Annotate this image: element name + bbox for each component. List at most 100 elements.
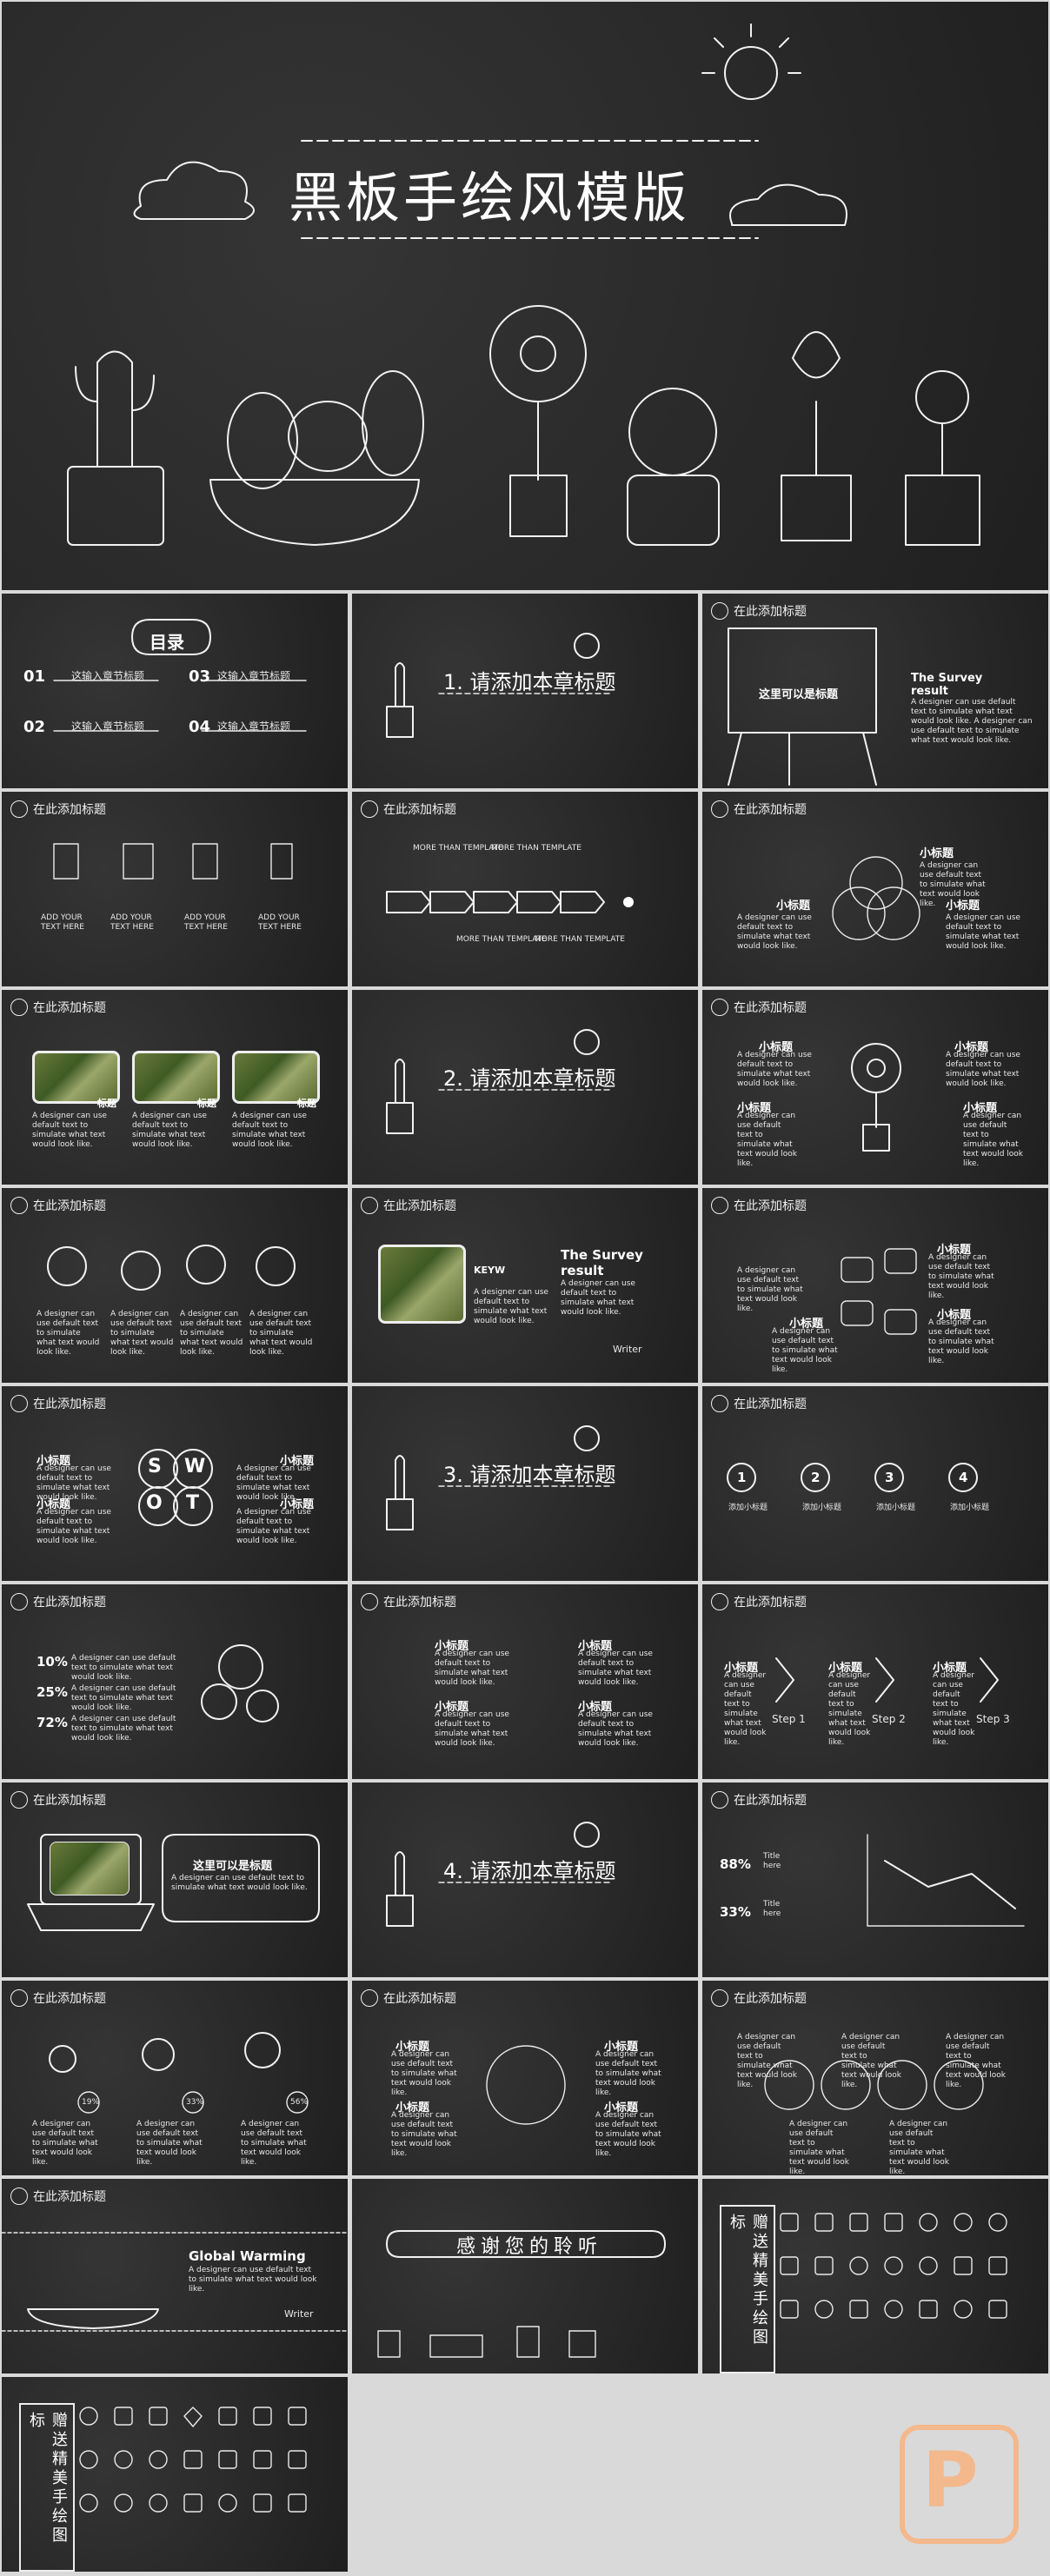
gift-label: 赠送精美手绘图标 (720, 2205, 775, 2374)
percent-value: 72% (37, 1715, 68, 1730)
header-text: 在此添加标题 (734, 605, 807, 619)
designer-text: A designer can use default text to simul… (132, 1112, 207, 1149)
add-text: ADD YOUR TEXT HERE (110, 913, 154, 932)
circles-slide[interactable]: 在此添加标题 A designer can use default text t… (702, 1981, 1048, 2175)
gift-icons-slide-1[interactable]: 赠送精美手绘图标 (702, 2179, 1048, 2374)
cover-slide[interactable]: 黑板手绘风模版 (2, 2, 1048, 590)
header-icon (10, 999, 28, 1016)
header-icon (10, 1395, 28, 1412)
swot-letter: O (146, 1492, 163, 1514)
slide-header: 在此添加标题 (711, 1989, 807, 2007)
designer-text: A designer can use default text to simul… (232, 1112, 307, 1149)
global-warming-slide[interactable]: 在此添加标题 Global Warming A designer can use… (2, 2179, 348, 2374)
designer-text: A designer can use default text to simul… (32, 1112, 107, 1149)
designer-text: A designer can use default text to simul… (737, 1112, 797, 1168)
steps-slide[interactable]: 在此添加标题 1 2 3 4 添加小标题 添加小标题 添加小标题 添加小标题 (702, 1386, 1048, 1581)
line-chart-slide[interactable]: 在此添加标题 88% Title here 33% Title here (702, 1783, 1048, 1977)
toc-num: 03 (189, 667, 211, 686)
toc-slide[interactable]: 目录 01 这输入章节标题 03 这输入章节标题 02 这输入章节标题 04 这… (2, 594, 348, 788)
chevron-steps-slide[interactable]: 在此添加标题 小标题 A designer can use default te… (702, 1584, 1048, 1779)
header-text: 在此添加标题 (383, 1596, 456, 1610)
designer-text: A designer can use default text to simul… (37, 1310, 100, 1357)
thanks-text: 感谢您的聆听 (456, 2236, 603, 2258)
step-number: 4 (959, 1470, 968, 1485)
section-slide-3[interactable]: 3. 请添加本章标题 (352, 1386, 698, 1581)
designer-text: A designer can use default text to simul… (37, 1464, 111, 1502)
header-text: 在此添加标题 (734, 803, 807, 817)
survey-photo-slide[interactable]: 在此添加标题 KEYW The Survey result A designer… (352, 1188, 698, 1383)
thanks-slide[interactable]: 感谢您的聆听 (352, 2179, 698, 2374)
designer-text: A designer can use default text to simul… (737, 1051, 812, 1088)
header-icon (10, 1197, 28, 1214)
designer-text: A designer can use default text to simul… (241, 2120, 307, 2167)
icons-text-slide[interactable]: 在此添加标题 ADD YOUR TEXT HERE ADD YOUR TEXT … (2, 792, 348, 986)
section-slide-1[interactable]: 1. 请添加本章标题 (352, 594, 698, 788)
header-icon (361, 1197, 378, 1214)
toc-num: 01 (23, 667, 46, 686)
photo-badge: 标题 (97, 1098, 116, 1109)
designer-text: A designer can use default text to simul… (249, 1310, 313, 1357)
cactus-center-slide[interactable]: 在此添加标题 小标题 A designer can use default te… (352, 1981, 698, 2175)
toc-num: 02 (23, 718, 46, 736)
add-text: ADD YOUR TEXT HERE (41, 913, 84, 932)
toc-label[interactable]: 这输入章节标题 (71, 720, 145, 733)
subtitle: 小标题 (724, 1662, 759, 1675)
designer-text: A designer can use default text to simul… (841, 2033, 901, 2089)
plant-photo (132, 1051, 220, 1104)
global-title: Global Warming (189, 2248, 306, 2264)
slide-header: 在此添加标题 (10, 2188, 106, 2205)
laptop-slide[interactable]: 在此添加标题 这里可以是标题 A designer can use defaul… (2, 1783, 348, 1977)
header-text: 在此添加标题 (33, 1992, 106, 2006)
icon-list-slide[interactable]: 在此添加标题 小标题 A designer can use default te… (352, 1584, 698, 1779)
timeline-caption: MORE THAN TEMPLATE (456, 935, 547, 944)
board-slide[interactable]: 在此添加标题 这里可以是标题 The Survey result A desig… (702, 594, 1048, 788)
flower-percent: 33% (186, 2098, 204, 2107)
slide-header: 在此添加标题 (711, 1197, 807, 1214)
toc-label[interactable]: 这输入章节标题 (217, 720, 291, 733)
flower-percent-slide[interactable]: 在此添加标题 19% 33% 56% A designer can use de… (2, 1981, 348, 2175)
slide-header: 在此添加标题 (10, 1791, 106, 1809)
designer-text: A designer can use default text to simul… (32, 2120, 98, 2167)
photos-slide[interactable]: 在此添加标题 标题 标题 标题 A designer can use defau… (2, 990, 348, 1185)
doodle-art (67, 23, 980, 546)
designer-text: A designer can use default text to simul… (71, 1684, 176, 1712)
watermark-logo: P (900, 2425, 1019, 2544)
designer-text: A designer can use default text to simul… (946, 913, 1020, 951)
gift-icons-slide-2[interactable]: 赠送精美手绘图标 (2, 2377, 348, 2572)
cactus-doodle (386, 633, 614, 738)
section-slide-4[interactable]: 4. 请添加本章标题 (352, 1783, 698, 1977)
add-text: ADD YOUR TEXT HERE (258, 913, 302, 932)
toc-label[interactable]: 这输入章节标题 (217, 670, 291, 682)
designer-text: A designer can use default text to simul… (595, 2050, 661, 2097)
section-slide-2[interactable]: 2. 请添加本章标题 (352, 990, 698, 1185)
laptop-title: 这里可以是标题 (193, 1860, 273, 1873)
step-label: 添加小标题 (802, 1504, 842, 1512)
toc-label[interactable]: 这输入章节标题 (71, 670, 145, 682)
flower-center-slide[interactable]: 在此添加标题 小标题 A designer can use default te… (702, 990, 1048, 1185)
step-number: 1 (737, 1470, 747, 1485)
slide-header: 在此添加标题 (361, 1197, 456, 1214)
designer-text: A designer can use default text to simul… (724, 1671, 767, 1747)
designer-text: A designer can use default text to simul… (595, 2111, 661, 2158)
subtitle: 小标题 (578, 1701, 613, 1714)
header-icon (10, 2188, 28, 2205)
subtitle: 小标题 (604, 2101, 639, 2115)
designer-text: A designer can use default text to simul… (946, 2033, 1006, 2089)
designer-text: A designer can use default text to simul… (180, 1310, 243, 1357)
timeline-slide[interactable]: 在此添加标题 MORE THAN TEMPLATE MORE THAN TEMP… (352, 792, 698, 986)
swot-slide[interactable]: 在此添加标题 S W O T 小标题 A designer can use de… (2, 1386, 348, 1581)
survey-title: The Survey result (561, 1247, 643, 1278)
header-icon (711, 800, 728, 818)
gears-slide[interactable]: 在此添加标题 A designer can use default text t… (2, 1188, 348, 1383)
subtitle: 小标题 (937, 1309, 972, 1322)
venn-slide[interactable]: 在此添加标题 小标题 A designer can use default te… (702, 792, 1048, 986)
slide-header: 在此添加标题 (361, 800, 456, 818)
step-label: 添加小标题 (728, 1504, 768, 1512)
tiles-slide[interactable]: 在此添加标题 A designer can use default text t… (702, 1188, 1048, 1383)
header-icon (711, 1395, 728, 1412)
photo-badge: 标题 (197, 1098, 216, 1109)
header-text: 在此添加标题 (33, 1794, 106, 1808)
step-label: Step 2 (872, 1713, 906, 1725)
designer-text: A designer can use default text to simul… (474, 1288, 548, 1325)
percent-slide[interactable]: 在此添加标题 10% A designer can use default te… (2, 1584, 348, 1779)
